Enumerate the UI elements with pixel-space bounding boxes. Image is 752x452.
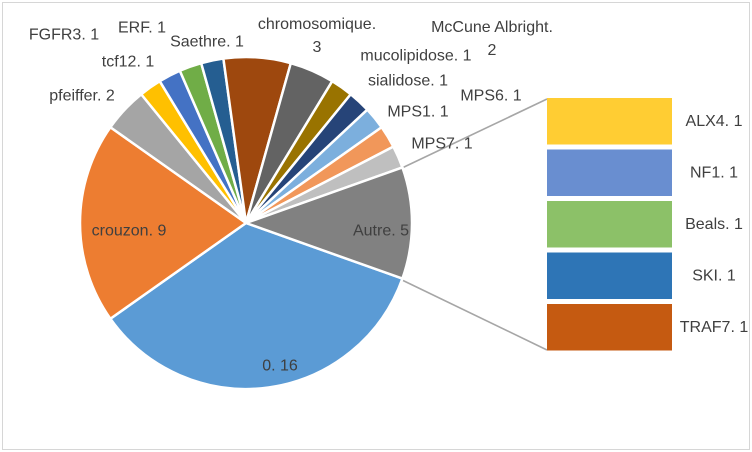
bar-label-alx4: ALX4. 1: [686, 113, 743, 130]
pie-label-mps7: MPS7. 1: [411, 136, 472, 153]
pie-label-chromosomique: chromosomique. 3: [258, 16, 376, 56]
pie-label-mps1: MPS1. 1: [387, 104, 448, 121]
pie-label-saethre: Saethre. 1: [170, 34, 244, 51]
pie-label-erf: ERF. 1: [118, 20, 166, 37]
pie-label-mucolipidose: mucolipidose. 1: [360, 48, 471, 65]
pie-slice-0[interactable]: [109, 221, 404, 391]
pie-label-pfeiffer: pfeiffer. 2: [49, 88, 115, 105]
pie-label-tcf12: tcf12. 1: [102, 54, 155, 71]
bar-segment-beals[interactable]: [547, 201, 672, 248]
leader-line-bottom: [401, 279, 548, 351]
pie-label-mccune-albright: McCune Albright. 2: [431, 19, 553, 59]
pie-label-0: 0. 16: [262, 358, 298, 375]
bar-segment-traf7[interactable]: [547, 304, 672, 351]
bar-label-traf7: TRAF7. 1: [680, 319, 749, 336]
pie-label-crouzon: crouzon. 9: [92, 223, 167, 240]
pie-label-sialidose: sialidose. 1: [368, 73, 448, 90]
leader-line-top: [401, 98, 548, 169]
bar-label-nf1: NF1. 1: [690, 164, 738, 181]
pie-label-autre: Autre. 5: [353, 223, 409, 240]
bar-segment-alx4[interactable]: [547, 98, 672, 145]
pie-label-mps6: MPS6. 1: [460, 88, 521, 105]
pie-label-fgfr3: FGFR3. 1: [29, 27, 99, 44]
bar-label-ski: SKI. 1: [692, 267, 736, 284]
bar-label-beals: Beals. 1: [685, 216, 743, 233]
bar-segment-ski[interactable]: [547, 252, 672, 300]
pie-slice-autre[interactable]: [244, 166, 414, 280]
bar-segment-nf1[interactable]: [547, 149, 672, 197]
pie-slice-crouzon[interactable]: [78, 126, 248, 320]
